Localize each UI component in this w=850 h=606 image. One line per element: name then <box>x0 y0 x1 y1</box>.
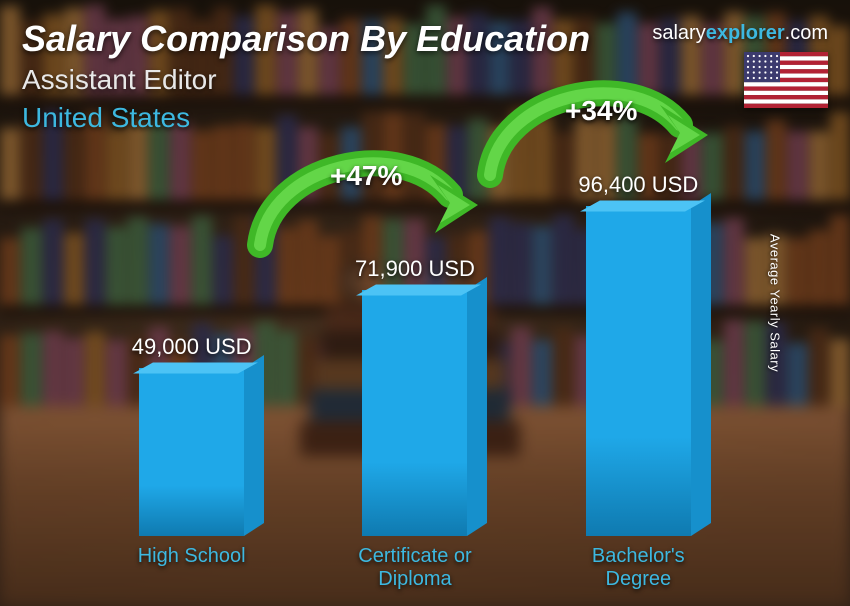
bar <box>362 290 467 536</box>
category-label: Bachelor's Degree <box>563 545 713 591</box>
bar-group: 96,400 USD <box>563 172 713 536</box>
category-labels: High School Certificate or Diploma Bachelo… <box>80 545 750 591</box>
y-axis-label: Average Yearly Salary <box>767 234 782 372</box>
category-label: High School <box>117 545 267 591</box>
brand-part: salary <box>652 22 705 44</box>
bar-group: 71,900 USD <box>340 256 490 536</box>
bar-side <box>467 277 487 536</box>
bar-front <box>362 290 467 536</box>
brand-part: explorer <box>706 22 785 44</box>
bar-chart: 49,000 USD71,900 USD96,400 USD High Scho… <box>80 150 750 536</box>
bar <box>586 206 691 536</box>
bar-top <box>580 201 705 212</box>
category-label: Certificate or Diploma <box>340 545 490 591</box>
bars-row: 49,000 USD 71,900 USD 96,400 USD <box>80 150 750 536</box>
brand-part: .com <box>785 22 828 44</box>
chart-subtitle: Assistant Editor <box>22 64 217 96</box>
percent-increase-label: +34% <box>565 95 637 127</box>
bar-group: 49,000 USD <box>117 334 267 536</box>
bar-value-label: 49,000 USD <box>132 334 252 360</box>
bar-top <box>357 285 482 296</box>
bar <box>139 368 244 536</box>
bar-side <box>691 193 711 536</box>
bar-value-label: 96,400 USD <box>578 172 698 198</box>
brand-link[interactable]: salaryexplorer.com <box>652 22 828 45</box>
bar-top <box>133 363 258 374</box>
bar-front <box>139 368 244 536</box>
chart-country: United States <box>22 102 190 134</box>
flag-icon <box>744 52 828 108</box>
bar-front <box>586 206 691 536</box>
content-layer: Salary Comparison By Education Assistant… <box>0 0 850 606</box>
bar-value-label: 71,900 USD <box>355 256 475 282</box>
bar-side <box>244 355 264 536</box>
chart-title: Salary Comparison By Education <box>22 18 590 60</box>
